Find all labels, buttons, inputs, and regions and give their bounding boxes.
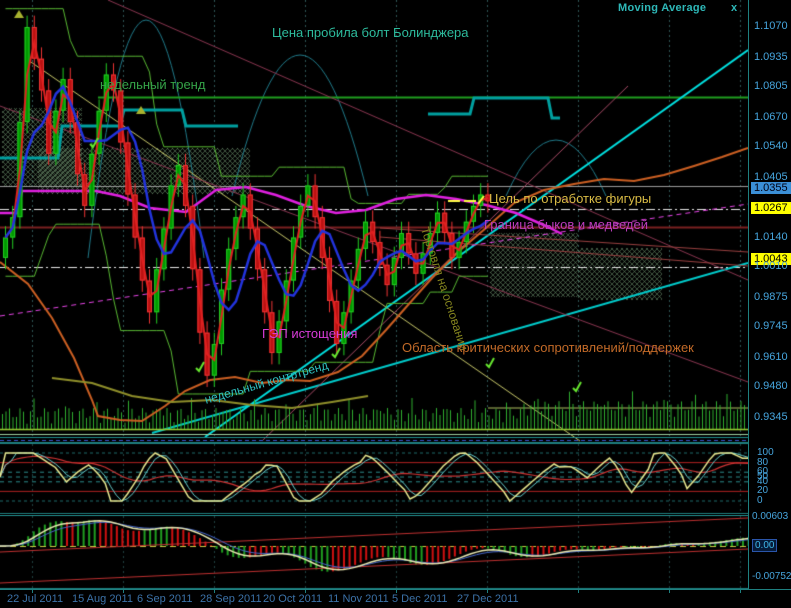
- annotation-exhaustion-gap[interactable]: ГЭП истощения: [262, 326, 358, 341]
- date-label: 11 Nov 2011: [328, 593, 389, 605]
- date-label: 27 Dec 2011: [457, 593, 519, 605]
- price-tick-label: 0.9480: [754, 379, 788, 392]
- price-label-highlight: 1.0043: [751, 252, 791, 265]
- stochastic-level-label: 60: [757, 466, 769, 478]
- date-label: 15 Aug 2011: [72, 593, 133, 605]
- price-label-highlight: 1.0267: [751, 201, 791, 214]
- indicator-close-icon[interactable]: x: [731, 2, 738, 14]
- stochastic-level-label: 20: [757, 485, 769, 497]
- macd-panel[interactable]: [0, 515, 748, 589]
- price-tick-label: 1.0140: [754, 230, 788, 243]
- date-tick: [578, 590, 579, 593]
- macd-level-label: 0.00603: [752, 511, 789, 522]
- date-label: 22 Jul 2011: [7, 593, 64, 605]
- price-tick-label: 1.0405: [754, 170, 788, 183]
- annotation-figure-target[interactable]: Цель по отработке фигуры: [489, 191, 652, 206]
- price-tick-label: 0.9610: [754, 350, 788, 363]
- macd-level-label: -0.00752: [752, 571, 791, 582]
- annotation-weekly-trend[interactable]: недельный тренд: [100, 77, 206, 92]
- date-tick: [396, 590, 397, 593]
- stochastic-level-label: 0: [757, 495, 763, 506]
- date-tick: [214, 590, 215, 593]
- date-axis[interactable]: 22 Jul 2011 15 Aug 2011 6 Sep 2011 28 Sep 2…: [0, 589, 791, 608]
- stochastic-level-label: 100: [757, 447, 774, 458]
- price-tick-label: 1.1070: [754, 20, 788, 32]
- price-tick-label: 1.0010: [754, 259, 788, 272]
- macd-zero-label: 0.00: [752, 539, 778, 552]
- date-tick: [740, 590, 741, 593]
- price-tick-label: 1.0670: [754, 110, 788, 123]
- date-tick: [123, 590, 124, 593]
- stochastic-level-label: 50: [757, 471, 769, 482]
- stochastic-level-label: 40: [757, 475, 769, 487]
- indicator-title-label: Moving Average: [618, 2, 707, 14]
- price-tick-label: 1.0935: [754, 50, 788, 63]
- annotation-critical-area[interactable]: Область критических сопротивлений/поддер…: [402, 340, 694, 355]
- price-tick-label: 1.0540: [754, 139, 788, 152]
- stochastic-level-label: 80: [757, 456, 769, 468]
- main-price-chart[interactable]: [0, 0, 748, 443]
- date-label: 6 Sep 2011: [137, 593, 193, 605]
- price-tick-label: 0.9745: [754, 319, 788, 332]
- date-tick: [305, 590, 306, 593]
- date-tick: [32, 590, 33, 593]
- price-label-highlight: 1.0355: [751, 181, 791, 194]
- date-tick: [669, 590, 670, 593]
- date-label: 5 Dec 2011: [392, 593, 448, 605]
- stochastic-panel[interactable]: [0, 443, 748, 515]
- price-tick-label: 0.9345: [754, 410, 788, 423]
- annotation-bollinger-break[interactable]: Цена пробила болт Болинджера: [272, 25, 469, 40]
- price-tick-label: 0.9875: [754, 290, 788, 303]
- date-label: 20 Oct 2011: [263, 593, 323, 605]
- date-tick: [487, 590, 488, 593]
- annotation-bulls-bears-border[interactable]: Граница быков и медведей: [484, 217, 648, 232]
- date-label: 28 Sep 2011: [200, 593, 262, 605]
- indicator-title: Moving Average x: [618, 2, 737, 14]
- price-tick-label: 1.0805: [754, 79, 788, 92]
- price-axis[interactable]: 1.1070 1.0935 1.0805 1.0670 1.0540 1.0405 1.03…: [748, 0, 791, 589]
